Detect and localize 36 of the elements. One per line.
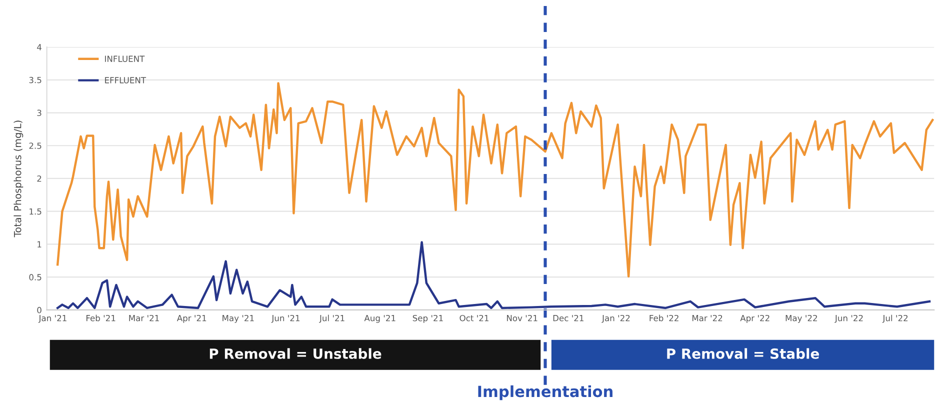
x-tick-label: Mar '22 [692, 314, 722, 322]
y-tick-label: 2.5 [29, 142, 42, 149]
x-tick-label: Aug '21 [364, 314, 396, 323]
y-axis-title: Total Phosphorus (mg/L) [14, 120, 24, 238]
y-tick-label: 4 [37, 44, 42, 50]
x-tick-label: Sep '21 [412, 314, 443, 323]
y-tick-label: 2 [37, 175, 42, 182]
y-tick-label: 3 [37, 110, 42, 116]
x-tick-label: Nov '21 [507, 314, 538, 322]
x-tick-label: Jun '21 [271, 314, 300, 323]
text: P Removal = Stable [667, 348, 819, 359]
y-tick-label: 3.5 [29, 76, 42, 84]
y-tick-label: 1 [38, 241, 42, 248]
x-tick-label: Mar '21 [129, 314, 159, 322]
y-tick-label: 0.5 [29, 274, 42, 280]
x-tick-label: May '21 [222, 314, 254, 323]
x-tick-label: Oct '21 [460, 314, 488, 322]
x-tick-label: Apr '21 [176, 314, 206, 323]
x-tick-label: Apr '22 [740, 314, 770, 323]
x-tick-label: Jan '21 [38, 314, 66, 323]
line-series [56, 82, 934, 278]
line-series [56, 241, 931, 310]
x-tick-label: Feb '22 [650, 314, 678, 322]
x-tick-label: Jan '22 [602, 314, 630, 323]
x-tick-label: Jul '22 [882, 314, 908, 323]
x-tick-label: Jun '22 [834, 314, 863, 323]
x-tick-label: May '22 [786, 314, 817, 323]
text: P Removal = Unstable [210, 348, 382, 359]
x-tick-label: Jul '21 [319, 314, 344, 323]
ref-line-label: Implementation [478, 385, 612, 400]
y-tick-label: 1.5 [30, 208, 42, 215]
x-tick-label: Feb '21 [86, 314, 116, 322]
y-tick-label: 0 [37, 306, 42, 314]
legend-label: EFFLUENT [105, 77, 146, 84]
x-tick-label: Dec '21 [553, 314, 584, 322]
legend-label: INFLUENT [105, 56, 145, 62]
